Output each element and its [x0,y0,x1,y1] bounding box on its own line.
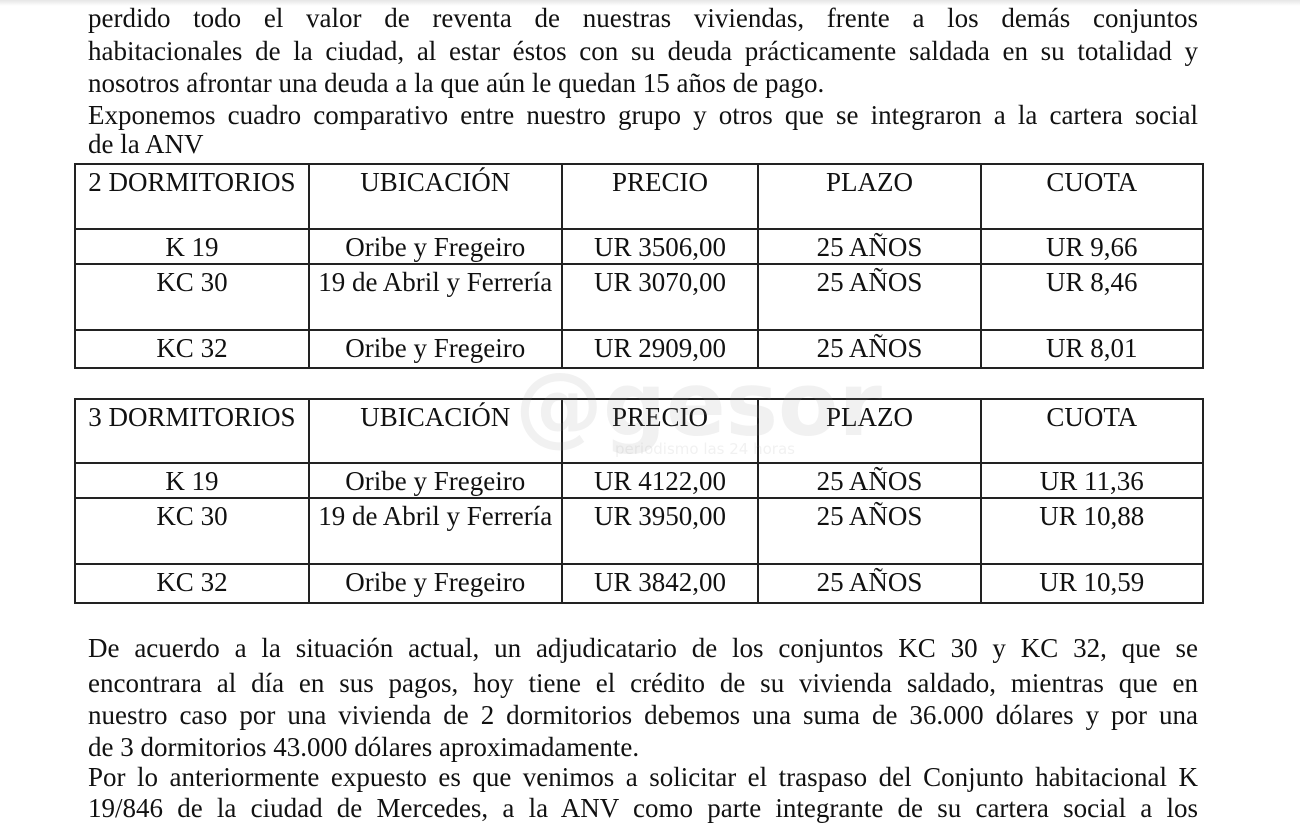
table-cell: UR 10,59 [979,563,1204,604]
text-line: encontrara al día en sus pagos, hoy tien… [88,668,1198,698]
table-row: K 19 Oribe y Fregeiro UR 3506,00 25 AÑOS UR … [74,228,1204,265]
table-cell: UR 3070,00 [560,263,760,331]
table-cell: UR 3950,00 [560,497,760,565]
table-cell: UR 9,66 [979,228,1204,265]
text-line: nuestro caso por una vivienda de 2 dormi… [88,700,1198,730]
column-header: PRECIO [560,398,760,464]
table-cell: Oribe y Fregeiro [307,563,563,604]
table-cell: KC 30 [74,263,310,331]
table-cell: 25 AÑOS [757,228,982,265]
text-line: de la ANV [88,129,204,159]
column-header: UBICACIÓN [307,163,563,230]
table-cell: Oribe y Fregeiro [307,329,563,369]
table-cell: 19 de Abril y Ferrería [307,497,563,565]
table-row: KC 32 Oribe y Fregeiro UR 2909,00 25 AÑOS UR… [74,329,1204,369]
table-header-row: 2 DORMITORIOS UBICACIÓN PRECIO PLAZO CUOTA [74,163,1204,230]
table-cell: UR 3506,00 [560,228,760,265]
table-cell: Oribe y Fregeiro [307,228,563,265]
table-cell: UR 2909,00 [560,329,760,369]
text-line: 19/846 de la ciudad de Mercedes, a la AN… [88,793,1198,823]
text-line: De acuerdo a la situación actual, un adj… [88,633,1198,663]
table-cell: 19 de Abril y Ferrería [307,263,563,331]
table-cell: KC 32 [74,563,310,604]
column-header: CUOTA [979,163,1204,230]
table-row: KC 30 19 de Abril y Ferrería UR 3070,00 25 … [74,263,1204,331]
table-row: KC 32 Oribe y Fregeiro UR 3842,00 25 AÑOS UR… [74,563,1204,604]
table-cell: KC 32 [74,329,310,369]
text-line: habitacionales de la ciudad, al estar és… [88,36,1198,66]
table-header-row: 3 DORMITORIOS UBICACIÓN PRECIO PLAZO CUOTA [74,398,1204,464]
table-cell: UR 11,36 [979,462,1204,499]
table-row: K 19 Oribe y Fregeiro UR 4122,00 25 AÑOS UR … [74,462,1204,499]
text-line: de 3 dormitorios 43.000 dólares aproxima… [88,732,640,762]
column-header: PLAZO [757,398,982,464]
column-header: 2 DORMITORIOS [74,163,310,230]
table-3-dormitorios: 3 DORMITORIOS UBICACIÓN PRECIO PLAZO CUOTA K … [74,398,1204,604]
table-cell: K 19 [74,228,310,265]
table-cell: UR 8,01 [979,329,1204,369]
text-line: nosotros afrontar una deuda a la que aún… [88,68,825,98]
text-line: Por lo anteriormente expuesto es que ven… [88,762,1198,792]
text-line: Exponemos cuadro comparativo entre nuest… [88,100,1198,130]
table-cell: 25 AÑOS [757,497,982,565]
column-header: PLAZO [757,163,982,230]
table-cell: 25 AÑOS [757,462,982,499]
column-header: 3 DORMITORIOS [74,398,310,464]
column-header: UBICACIÓN [307,398,563,464]
scan-edge [0,0,1300,6]
table-cell: 25 AÑOS [757,563,982,604]
text-line: perdido todo el valor de reventa de nues… [88,3,1198,33]
table-cell: Oribe y Fregeiro [307,462,563,499]
table-cell: UR 8,46 [979,263,1204,331]
column-header: PRECIO [560,163,760,230]
table-cell: KC 30 [74,497,310,565]
table-cell: K 19 [74,462,310,499]
table-2-dormitorios: 2 DORMITORIOS UBICACIÓN PRECIO PLAZO CUOTA K … [74,163,1204,369]
table-row: KC 30 19 de Abril y Ferrería UR 3950,00 25 … [74,497,1204,565]
column-header: CUOTA [979,398,1204,464]
table-cell: UR 10,88 [979,497,1204,565]
table-cell: 25 AÑOS [757,329,982,369]
table-cell: 25 AÑOS [757,263,982,331]
table-cell: UR 3842,00 [560,563,760,604]
table-cell: UR 4122,00 [560,462,760,499]
